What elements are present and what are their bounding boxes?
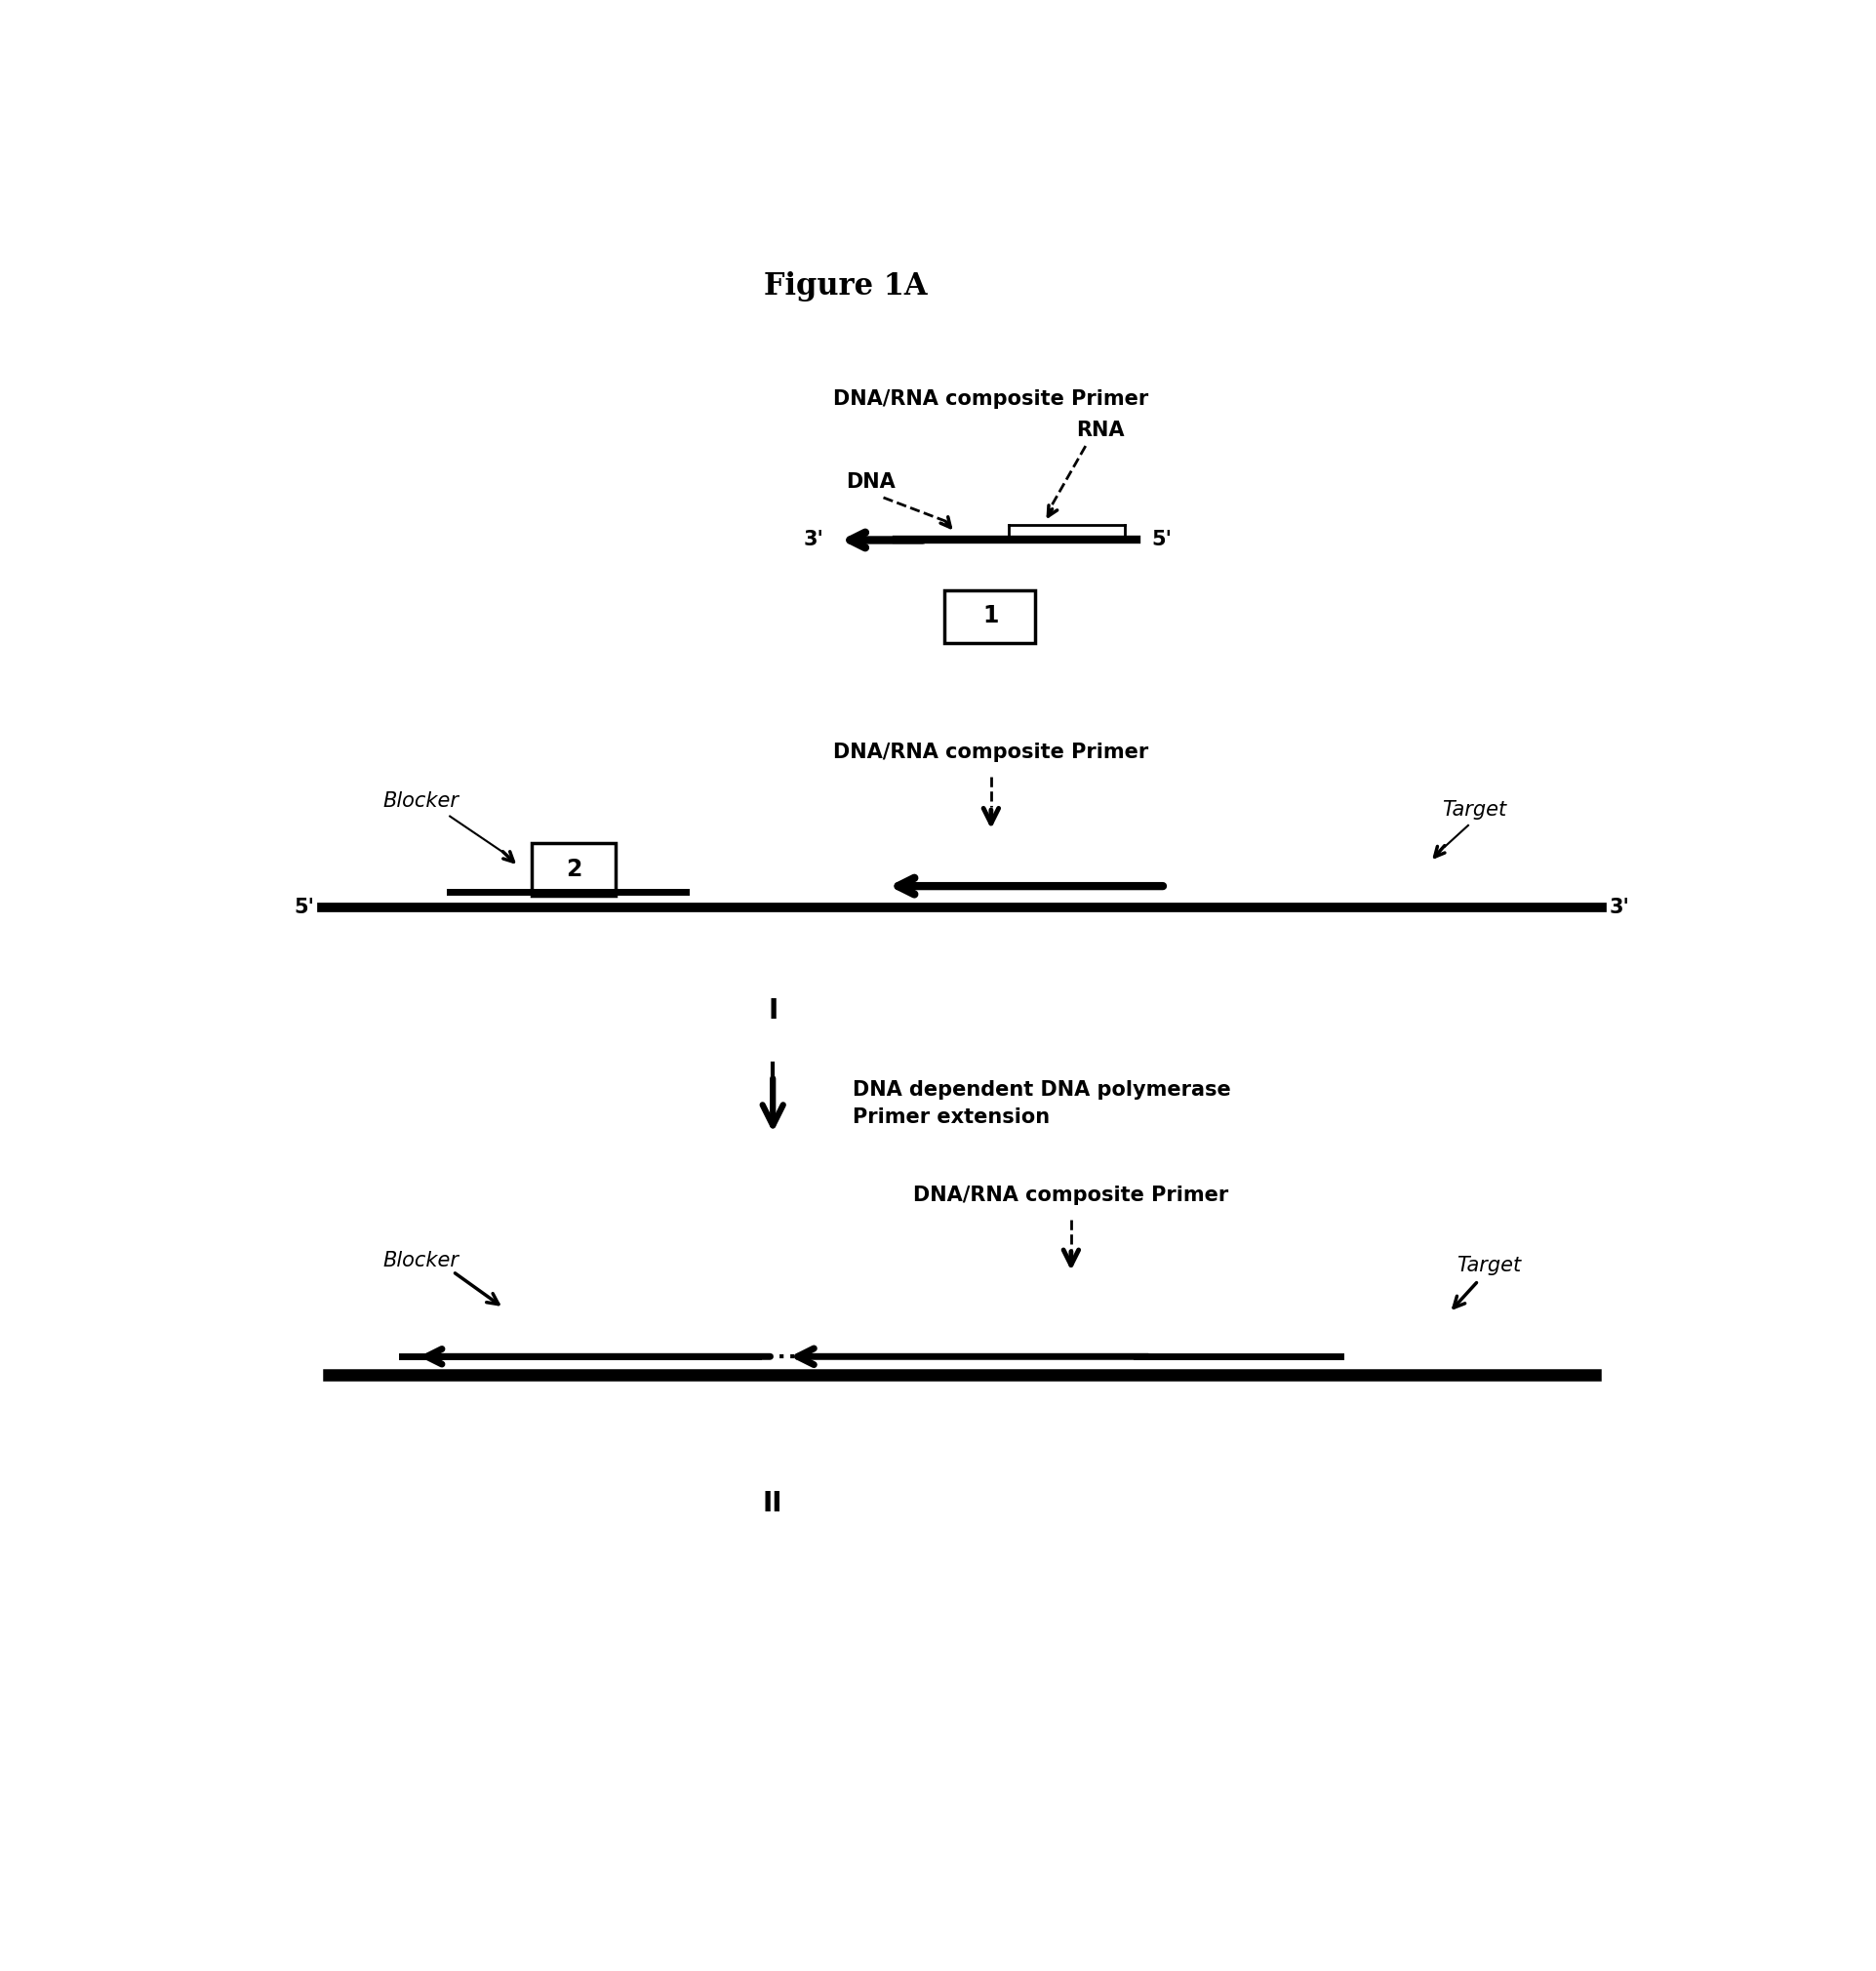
FancyBboxPatch shape <box>531 844 615 897</box>
Text: DNA: DNA <box>844 473 895 493</box>
Text: Figure 1A: Figure 1A <box>764 272 927 302</box>
Text: II: II <box>762 1490 782 1518</box>
FancyBboxPatch shape <box>944 589 1034 643</box>
Text: DNA/RNA composite Primer: DNA/RNA composite Primer <box>833 388 1148 408</box>
Text: 3': 3' <box>1608 897 1628 917</box>
Text: DNA/RNA composite Primer: DNA/RNA composite Primer <box>914 1187 1229 1206</box>
Text: Primer extension: Primer extension <box>852 1108 1049 1127</box>
Text: 3': 3' <box>803 530 824 550</box>
Text: 2: 2 <box>565 857 582 881</box>
Text: 5': 5' <box>1150 530 1171 550</box>
Text: Blocker: Blocker <box>383 790 458 810</box>
Text: I: I <box>767 997 777 1025</box>
Text: Blocker: Blocker <box>383 1252 458 1271</box>
Text: RNA: RNA <box>1075 422 1124 442</box>
Text: Target: Target <box>1456 1256 1520 1275</box>
Text: Target: Target <box>1441 800 1505 820</box>
Text: 5': 5' <box>295 897 315 917</box>
Text: 1: 1 <box>983 605 998 627</box>
Text: DNA/RNA composite Primer: DNA/RNA composite Primer <box>833 743 1148 763</box>
Text: DNA dependent DNA polymerase: DNA dependent DNA polymerase <box>852 1080 1231 1100</box>
